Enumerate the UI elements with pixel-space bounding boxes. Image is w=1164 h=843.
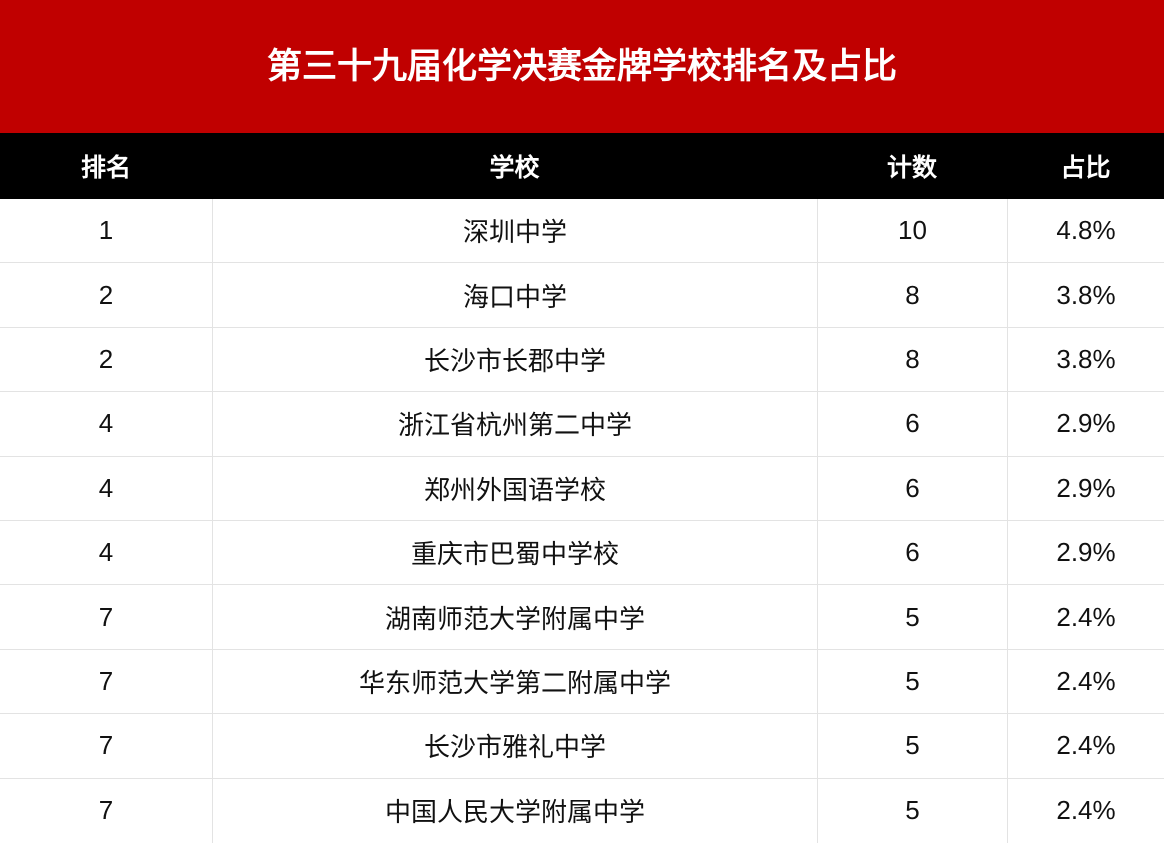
count-cell: 8 — [817, 263, 1007, 327]
table-header-row: 排名 学校 计数 占比 — [0, 133, 1164, 199]
rank-cell: 7 — [98, 795, 114, 826]
table-body: 1 深圳中学 10 4.8% 2 海口中学 8 3.8% 2 长沙市长郡中学 8 3.8% 4 浙江省杭州… — [0, 199, 1164, 843]
header-count: 计数 — [886, 154, 937, 182]
table-row: 4 郑州外国语学校 6 2.9% — [0, 456, 1164, 521]
share-cell: 2.4% — [1007, 778, 1164, 843]
count-cell: 5 — [817, 649, 1007, 714]
count-cell: 6 — [817, 520, 1007, 585]
school-cell: 湖南师范大学附属中学 — [212, 585, 817, 649]
page-title: 第三十九届化学决赛金牌学校排名及占比 — [266, 47, 897, 86]
count-cell: 5 — [817, 778, 1007, 843]
share-cell: 2.9% — [1007, 456, 1164, 520]
ranking-table: 排名 学校 计数 占比 1 深圳中学 10 4.8% 2 海口中学 8 3.8% 2 长沙市长郡中… — [0, 133, 1164, 843]
rank-cell: 4 — [98, 408, 114, 439]
table-row: 2 海口中学 8 3.8% — [0, 263, 1164, 328]
share-cell: 4.8% — [1007, 199, 1164, 263]
share-cell: 2.9% — [1007, 520, 1164, 585]
header-school: 学校 — [489, 154, 540, 182]
table-row: 7 华东师范大学第二附属中学 5 2.4% — [0, 649, 1164, 715]
header-share: 占比 — [1060, 154, 1111, 182]
school-cell: 海口中学 — [212, 263, 817, 327]
count-cell: 5 — [817, 714, 1007, 778]
share-cell: 2.4% — [1007, 649, 1164, 714]
school-cell: 长沙市雅礼中学 — [212, 714, 817, 778]
count-cell: 6 — [817, 392, 1007, 456]
table-row: 7 长沙市雅礼中学 5 2.4% — [0, 714, 1164, 779]
rank-cell: 2 — [98, 279, 114, 310]
table-row: 4 重庆市巴蜀中学校 6 2.9% — [0, 520, 1164, 586]
rank-cell: 7 — [98, 601, 114, 632]
school-cell: 中国人民大学附属中学 — [212, 778, 817, 843]
table-row: 1 深圳中学 10 4.8% — [0, 199, 1164, 264]
school-cell: 华东师范大学第二附属中学 — [212, 649, 817, 714]
share-cell: 2.9% — [1007, 392, 1164, 456]
school-cell: 长沙市长郡中学 — [212, 327, 817, 392]
table-row: 7 中国人民大学附属中学 5 2.4% — [0, 778, 1164, 843]
count-cell: 10 — [817, 199, 1007, 263]
count-cell: 8 — [817, 327, 1007, 392]
rank-cell: 4 — [98, 537, 114, 568]
header-rank: 排名 — [80, 154, 131, 182]
rank-cell: 4 — [98, 472, 114, 503]
table-row: 2 长沙市长郡中学 8 3.8% — [0, 327, 1164, 393]
school-cell: 浙江省杭州第二中学 — [212, 392, 817, 456]
share-cell: 2.4% — [1007, 585, 1164, 649]
title-banner: 第三十九届化学决赛金牌学校排名及占比 — [0, 0, 1164, 133]
rank-cell: 7 — [98, 665, 114, 696]
count-cell: 6 — [817, 456, 1007, 520]
share-cell: 3.8% — [1007, 263, 1164, 327]
share-cell: 2.4% — [1007, 714, 1164, 778]
table-row: 4 浙江省杭州第二中学 6 2.9% — [0, 392, 1164, 457]
rank-cell: 1 — [98, 215, 114, 246]
count-cell: 5 — [817, 585, 1007, 649]
school-cell: 重庆市巴蜀中学校 — [212, 520, 817, 585]
school-cell: 深圳中学 — [212, 199, 817, 263]
table-row: 7 湖南师范大学附属中学 5 2.4% — [0, 585, 1164, 650]
school-cell: 郑州外国语学校 — [212, 456, 817, 520]
share-cell: 3.8% — [1007, 327, 1164, 392]
rank-cell: 7 — [98, 730, 114, 761]
rank-cell: 2 — [98, 343, 114, 374]
